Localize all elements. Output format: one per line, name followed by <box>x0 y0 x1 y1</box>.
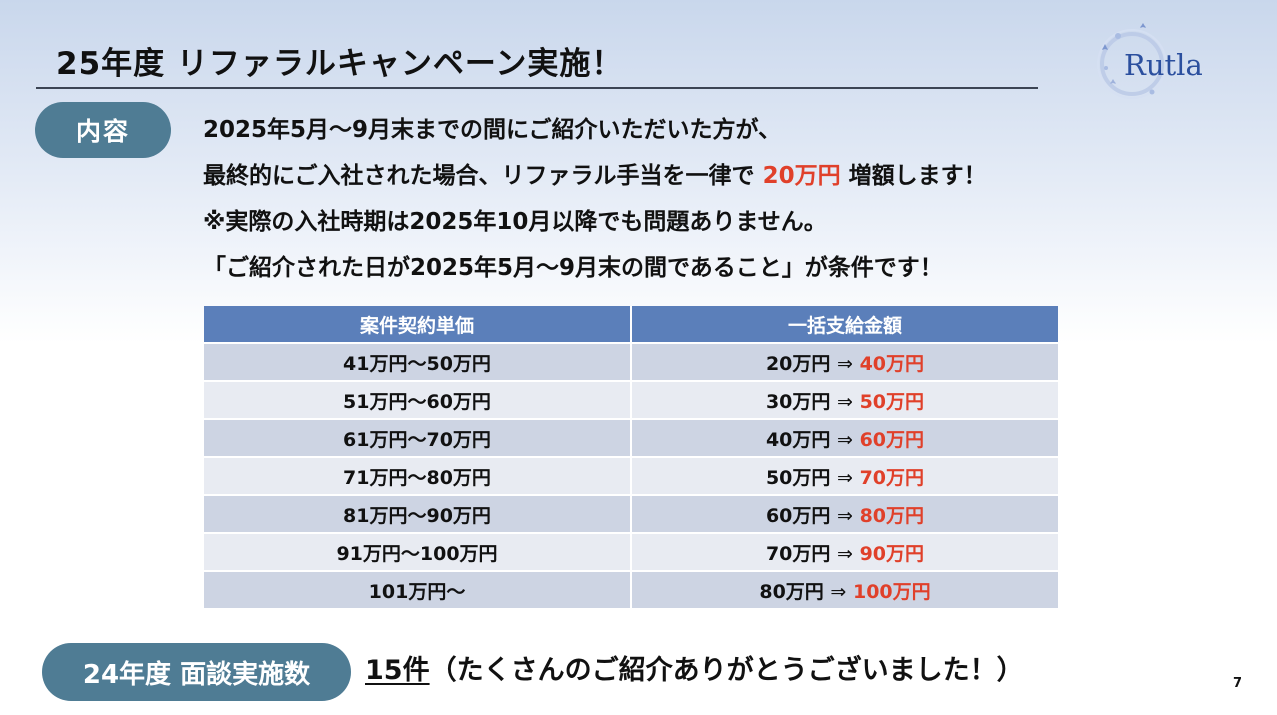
table-row: 71万円～80万円 50万円 ⇒ 70万円 <box>204 457 1058 496</box>
old-amount: 60万円 <box>765 504 831 527</box>
table-row: 61万円～70万円 40万円 ⇒ 60万円 <box>204 419 1058 458</box>
stats-label: 24年度 面談実施数 <box>42 643 351 701</box>
interview-count: 15件 <box>365 655 430 686</box>
new-amount: 70万円 <box>859 466 925 489</box>
campaign-description: 2025年5月～9月末までの間にご紹介いただいた方が、 最終的にご入社された場合… <box>203 107 987 291</box>
old-amount: 30万円 <box>765 390 831 413</box>
table-header-row: 案件契約単価 一括支給金額 <box>204 306 1058 344</box>
new-amount: 50万円 <box>859 390 925 413</box>
bonus-cell: 40万円 ⇒ 60万円 <box>631 419 1058 458</box>
page-title: 25年度 リファラルキャンペーン実施！ <box>56 46 624 82</box>
bonus-cell: 80万円 ⇒ 100万円 <box>631 571 1058 610</box>
contract-price-cell: 101万円～ <box>204 571 632 610</box>
header-contract-price: 案件契約単価 <box>204 306 632 344</box>
table-row: 101万円～ 80万円 ⇒ 100万円 <box>204 571 1058 610</box>
arrow-icon: ⇒ <box>837 504 853 527</box>
bonus-cell: 70万円 ⇒ 90万円 <box>631 533 1058 572</box>
page-number: 7 <box>1233 676 1243 691</box>
bonus-cell: 20万円 ⇒ 40万円 <box>631 343 1058 382</box>
bonus-cell: 50万円 ⇒ 70万円 <box>631 457 1058 496</box>
rutla-logo <box>1097 23 1167 99</box>
new-amount: 60万円 <box>859 428 925 451</box>
line-2-after: 増額します！ <box>840 163 987 189</box>
title-underline <box>36 87 1038 89</box>
bonus-amount: 20万円 <box>762 163 841 189</box>
old-amount: 50万円 <box>765 466 831 489</box>
arrow-icon: ⇒ <box>837 352 853 375</box>
contract-price-cell: 91万円～100万円 <box>204 533 632 572</box>
table-row: 91万円～100万円 70万円 ⇒ 90万円 <box>204 533 1058 572</box>
header-bonus-amount: 一括支給金額 <box>631 306 1058 344</box>
arrow-icon: ⇒ <box>837 390 853 413</box>
stats-text: 15件（たくさんのご紹介ありがとうございました！） <box>365 648 1024 687</box>
content-label: 内容 <box>35 102 171 158</box>
new-amount: 100万円 <box>852 580 931 603</box>
table-row: 41万円～50万円 20万円 ⇒ 40万円 <box>204 343 1058 382</box>
old-amount: 70万円 <box>765 542 831 565</box>
old-amount: 40万円 <box>765 428 831 451</box>
line-2-before: 最終的にご入社された場合、リファラル手当を一律で <box>203 163 763 189</box>
arrow-icon: ⇒ <box>837 428 853 451</box>
new-amount: 40万円 <box>859 352 925 375</box>
thanks-message: （たくさんのご紹介ありがとうございました！） <box>429 655 1024 686</box>
arrow-icon: ⇒ <box>837 466 853 489</box>
logo-text: Rutla <box>1124 48 1203 82</box>
contract-price-cell: 81万円～90万円 <box>204 495 632 534</box>
arrow-icon: ⇒ <box>830 580 847 603</box>
bonus-cell: 30万円 ⇒ 50万円 <box>631 381 1058 420</box>
old-amount: 20万円 <box>765 352 831 375</box>
new-amount: 80万円 <box>859 504 925 527</box>
contract-price-cell: 41万円～50万円 <box>204 343 632 382</box>
arrow-icon: ⇒ <box>837 542 853 565</box>
old-amount: 80万円 <box>759 580 824 603</box>
new-amount: 90万円 <box>859 542 925 565</box>
bonus-table: 案件契約単価 一括支給金額 41万円～50万円 20万円 ⇒ 40万円 51万円～6… <box>204 306 1058 610</box>
bonus-cell: 60万円 ⇒ 80万円 <box>631 495 1058 534</box>
contract-price-cell: 61万円～70万円 <box>204 419 632 458</box>
description-line-2: 最終的にご入社された場合、リファラル手当を一律で 20万円 増額します！ <box>203 153 987 199</box>
description-line-1: 2025年5月～9月末までの間にご紹介いただいた方が、 <box>203 117 782 143</box>
table-row: 81万円～90万円 60万円 ⇒ 80万円 <box>204 495 1058 534</box>
contract-price-cell: 71万円～80万円 <box>204 457 632 496</box>
description-line-4: 「ご紹介された日が2025年5月～9月末の間であること」が条件です！ <box>203 255 943 281</box>
table-row: 51万円～60万円 30万円 ⇒ 50万円 <box>204 381 1058 420</box>
description-line-3: ※実際の入社時期は2025年10月以降でも問題ありません。 <box>203 209 827 235</box>
contract-price-cell: 51万円～60万円 <box>204 381 632 420</box>
